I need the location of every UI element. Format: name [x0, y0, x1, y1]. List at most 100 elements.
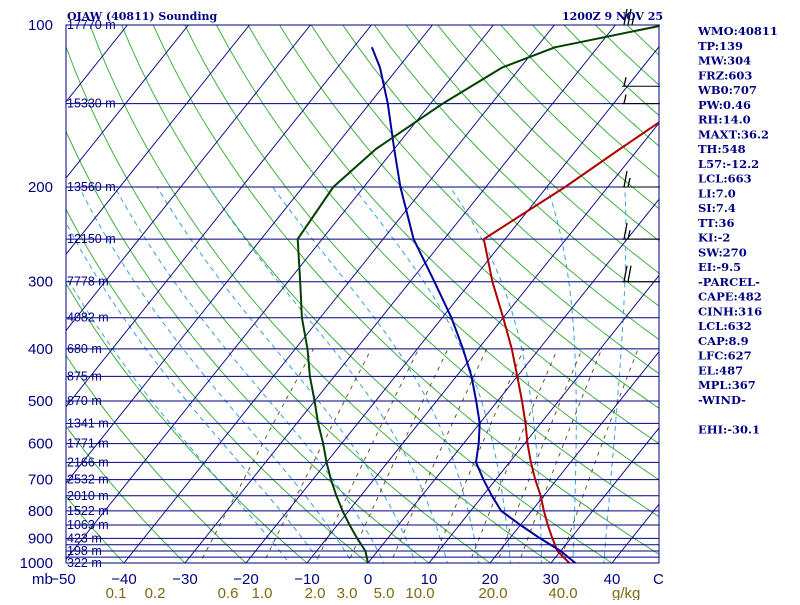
temperature-unit-label: C	[653, 571, 664, 588]
mixing-ratio-tick-label: 40.0	[548, 585, 577, 600]
parameter-line: LI:7.0	[698, 186, 736, 200]
profile-line-2	[298, 25, 665, 563]
parameter-line: SW:270	[698, 245, 747, 259]
parameter-line: MW:304	[698, 54, 751, 68]
parameter-line: LCL:663	[698, 172, 752, 186]
height-label: 680 m	[67, 342, 102, 356]
profile-line-1	[372, 47, 576, 563]
moist-adiabat	[209, 187, 451, 574]
parameter-line: CINH:316	[698, 304, 762, 318]
parameter-line: TP:139	[698, 39, 743, 53]
moist-adiabat	[115, 187, 390, 574]
grid-lines	[0, 13, 800, 574]
isotherm	[0, 13, 259, 574]
dry-adiabat	[122, 25, 630, 574]
height-label: 2010 m	[67, 489, 109, 503]
mixing-ratio-tick-label: 2.0	[305, 585, 326, 600]
mixing-ratio-line	[556, 349, 638, 575]
pressure-tick-label: 600	[28, 436, 53, 453]
mixing-ratio-line	[258, 349, 371, 575]
parameter-list: WMO:40811TP:139MW:304FRZ:603WB0:707PW:0.…	[697, 24, 778, 436]
dry-adiabat	[564, 25, 800, 574]
parameter-line: KI:-2	[698, 231, 730, 245]
height-label: 2166 m	[67, 455, 109, 469]
height-label: 322 m	[67, 556, 102, 570]
parameter-line: EL:487	[698, 363, 743, 377]
mixing-ratio-tick-label: 3.0	[337, 585, 358, 600]
pressure-tick-label: 1000	[20, 555, 53, 572]
pressure-tick-label: 700	[28, 472, 53, 489]
dry-adiabat	[0, 25, 382, 574]
dry-adiabat	[0, 25, 259, 574]
parameter-line: SI:7.4	[698, 201, 736, 215]
pressure-tick-label: 400	[28, 341, 53, 358]
parameter-line: PW:0.46	[698, 98, 751, 112]
dry-adiabat	[90, 25, 568, 574]
height-label: 7778 m	[67, 275, 109, 289]
height-label: 13560 m	[67, 180, 116, 194]
mixing-ratio-tick-label: 0.6	[218, 585, 239, 600]
isotherm	[0, 13, 381, 574]
parameter-line: LFC:627	[698, 349, 752, 363]
moist-adiabat	[353, 187, 511, 574]
parameter-line: MAXT:36.2	[698, 127, 769, 141]
mixing-ratio-tick-label: 10.0	[405, 585, 434, 600]
parameter-line: L57:-12.2	[698, 157, 759, 171]
mixing-ratio-tick-label: 20.0	[478, 585, 507, 600]
temperature-tick-label: −30	[172, 571, 197, 588]
height-label: 2532 m	[67, 473, 109, 487]
mixing-ratio-unit-label: g/kg	[612, 585, 640, 600]
parameter-line: FRZ:603	[698, 68, 752, 82]
mixing-ratio-line	[386, 349, 487, 575]
height-label: 4082 m	[67, 311, 109, 325]
isotherm	[0, 13, 76, 574]
wind-barb	[622, 77, 660, 86]
isotherm	[0, 13, 15, 574]
temperature-tick-label: −50	[50, 571, 75, 588]
mixing-ratio-tick-label: 1.0	[252, 585, 273, 600]
parameter-line: EHI:-30.1	[698, 422, 760, 436]
parameter-line: TH:548	[698, 142, 746, 156]
mixing-ratio-tick-label: 0.2	[145, 585, 166, 600]
mixing-ratio-tick-label: 5.0	[374, 585, 395, 600]
parameter-line: TT:36	[698, 216, 735, 230]
dry-adiabat	[785, 25, 800, 574]
pressure-tick-label: 900	[28, 530, 53, 547]
height-label: 870 m	[67, 394, 102, 408]
pressure-tick-label: 100	[28, 17, 53, 34]
moist-adiabat	[450, 187, 542, 574]
height-label: 1063 m	[67, 518, 109, 532]
height-label: 12150 m	[67, 232, 116, 246]
pressure-tick-label: 500	[28, 393, 53, 410]
parameter-line: EI:-9.5	[698, 260, 741, 274]
parameter-line: CAP:8.9	[698, 334, 749, 348]
parameter-line: -WIND-	[698, 393, 746, 407]
height-label: 1522 m	[67, 504, 109, 518]
isotherm	[298, 13, 747, 574]
dry-adiabat	[0, 25, 73, 574]
isotherm	[176, 13, 625, 574]
parameter-line: LCL:632	[698, 319, 752, 333]
wind-barb	[622, 266, 660, 282]
pressure-tick-label: 200	[28, 179, 53, 196]
isotherm	[54, 13, 503, 574]
chart-time: 1200Z 9 NOV 25	[562, 10, 663, 23]
height-label: 875 m	[67, 369, 102, 383]
temperature-tick-label: 0	[364, 571, 372, 588]
chart-title: OIAW (40811) Sounding	[67, 10, 218, 23]
moist-adiabat	[157, 187, 420, 574]
parameter-line: WB0:707	[697, 83, 757, 97]
parameter-line: CAPE:482	[698, 290, 762, 304]
mixing-ratio-tick-label: 0.1	[106, 585, 127, 600]
dry-adiabat	[185, 25, 754, 574]
parameter-line: WMO:40811	[697, 24, 778, 38]
parameter-line: -PARCEL-	[698, 275, 760, 289]
height-label: 1771 m	[67, 437, 109, 451]
parameter-line: MPL:367	[698, 378, 756, 392]
height-label: 15330 m	[67, 97, 116, 111]
pressure-tick-label: 300	[28, 274, 53, 291]
mixing-ratio-line	[515, 349, 602, 575]
